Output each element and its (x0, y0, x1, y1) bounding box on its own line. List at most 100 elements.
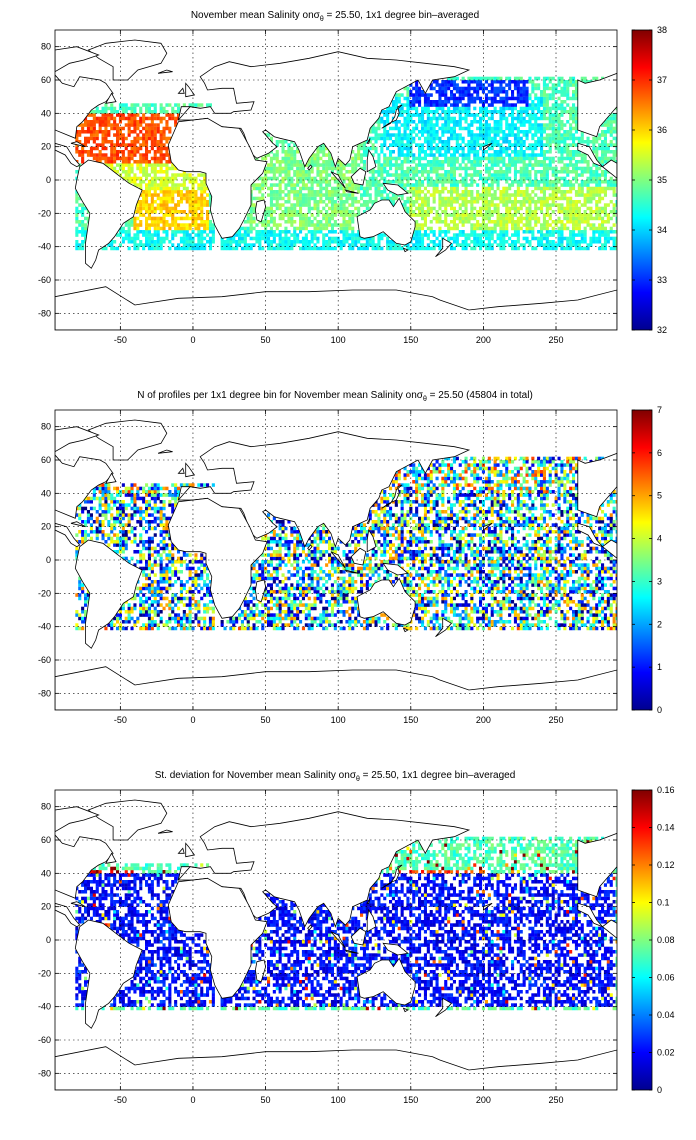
data-cell (418, 113, 422, 117)
data-cell (502, 220, 506, 224)
data-cell (540, 163, 544, 167)
data-cell (264, 210, 268, 214)
data-cell (511, 116, 515, 121)
data-cell (240, 236, 244, 241)
data-cell (531, 126, 535, 131)
data-cell (444, 216, 448, 221)
data-cell (476, 80, 480, 84)
data-cell (557, 180, 561, 184)
data-cell (145, 110, 149, 114)
x-tick-label: 150 (403, 335, 418, 345)
data-cell (278, 230, 282, 234)
data-cell (351, 186, 355, 191)
data-cell (95, 143, 99, 147)
data-cell (139, 110, 143, 114)
data-cell (447, 86, 451, 91)
data-cell (551, 90, 555, 94)
data-cell (310, 176, 314, 181)
data-cell (281, 213, 285, 217)
data-cell (435, 146, 439, 151)
data-cell (450, 130, 454, 134)
data-cell (104, 136, 108, 141)
data-cell (615, 120, 617, 124)
data-cell (563, 626, 567, 631)
data-cell (400, 246, 404, 251)
data-cell (92, 140, 96, 144)
data-cell (368, 176, 372, 181)
data-cell (330, 176, 334, 181)
data-cell (435, 170, 439, 174)
data-cell (583, 166, 587, 171)
data-cell (502, 116, 506, 121)
data-cell (208, 203, 212, 207)
data-cell (595, 163, 599, 167)
data-cell (525, 80, 529, 84)
data-cell (572, 120, 576, 124)
data-cell (200, 180, 204, 184)
data-cell (267, 193, 271, 197)
data-cell (380, 176, 384, 181)
data-cell (415, 170, 419, 174)
data-cell (188, 243, 192, 247)
data-cell (415, 93, 419, 97)
data-cell (162, 176, 166, 181)
data-cell (293, 213, 297, 217)
data-cell (415, 240, 419, 244)
data-cell (194, 206, 198, 211)
data-cell (412, 246, 416, 251)
data-cell (95, 156, 99, 161)
data-cell (545, 170, 549, 174)
data-cell (505, 176, 509, 181)
data-cell (458, 216, 462, 221)
data-cell (147, 193, 151, 197)
data-cell (220, 623, 224, 627)
data-cell (557, 130, 561, 134)
data-cell (551, 106, 555, 111)
data-cell (269, 166, 273, 171)
data-cell (612, 180, 616, 184)
data-cell (444, 126, 448, 131)
data-cell (429, 160, 433, 164)
data-cell (542, 153, 546, 157)
data-cell (452, 156, 456, 161)
data-cell (603, 146, 607, 151)
data-cell (505, 193, 509, 197)
data-cell (153, 190, 157, 194)
data-cell (162, 153, 166, 157)
data-cell (435, 143, 439, 147)
data-cell (104, 103, 108, 107)
data-cell (328, 200, 332, 204)
data-cell (360, 156, 364, 161)
data-cell (522, 203, 526, 207)
data-cell (293, 203, 297, 207)
data-cell (223, 246, 227, 251)
data-cell (147, 126, 151, 131)
data-cell (290, 240, 294, 244)
data-cell (168, 193, 172, 197)
data-cell (197, 240, 201, 244)
data-cell (200, 196, 204, 201)
data-cell (153, 176, 157, 181)
data-cell (572, 143, 576, 147)
data-cell (319, 193, 323, 197)
data-cell (572, 216, 576, 221)
data-cell (406, 200, 410, 204)
data-cell (612, 206, 616, 211)
data-cell (374, 130, 378, 134)
data-cell (150, 143, 154, 147)
data-cell (516, 93, 520, 97)
data-cell (569, 96, 573, 101)
data-cell (113, 623, 117, 627)
data-cell (342, 230, 346, 234)
data-cell (307, 220, 311, 224)
data-cell (252, 226, 256, 231)
data-cell (174, 116, 178, 121)
data-cell (566, 156, 570, 161)
data-cell (104, 146, 108, 151)
data-cell (191, 223, 195, 227)
data-cell (421, 106, 425, 111)
data-cell (354, 236, 358, 241)
data-cell (595, 166, 599, 171)
data-cell (499, 240, 503, 244)
data-cell (426, 136, 430, 141)
